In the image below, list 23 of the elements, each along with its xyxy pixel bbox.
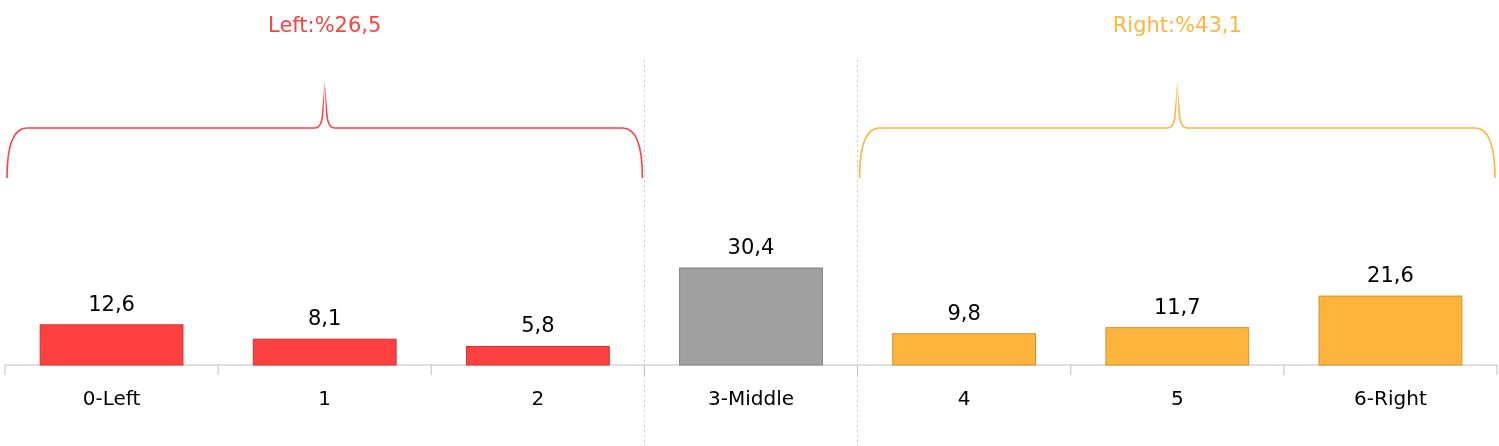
data-label: 9,8 <box>947 300 981 325</box>
bar <box>1105 327 1250 366</box>
data-label: 21,6 <box>1367 263 1414 288</box>
data-label: 12,6 <box>88 291 135 316</box>
bar <box>679 267 823 366</box>
x-tick-label: 5 <box>1170 386 1184 410</box>
x-tick-label: 3-Middle <box>707 386 795 410</box>
x-tick-label: 0-Left <box>82 386 141 410</box>
bar <box>892 333 1037 366</box>
data-label: 11,7 <box>1153 294 1201 319</box>
data-label: 30,4 <box>727 235 775 259</box>
bar <box>39 324 184 366</box>
bar <box>252 338 397 366</box>
text: Right:%43,1 <box>1112 13 1242 37</box>
data-label: 8,1 <box>308 306 342 331</box>
x-tick-label: 4 <box>957 386 971 410</box>
data-label: 5,8 <box>521 313 555 338</box>
x-tick-label: 1 <box>318 386 332 410</box>
x-tick-label: 6-Right <box>1354 386 1427 410</box>
bar <box>465 345 610 366</box>
text: Left:%26,5 <box>268 13 382 37</box>
bar <box>1318 295 1463 366</box>
x-tick-label: 2 <box>531 386 545 410</box>
